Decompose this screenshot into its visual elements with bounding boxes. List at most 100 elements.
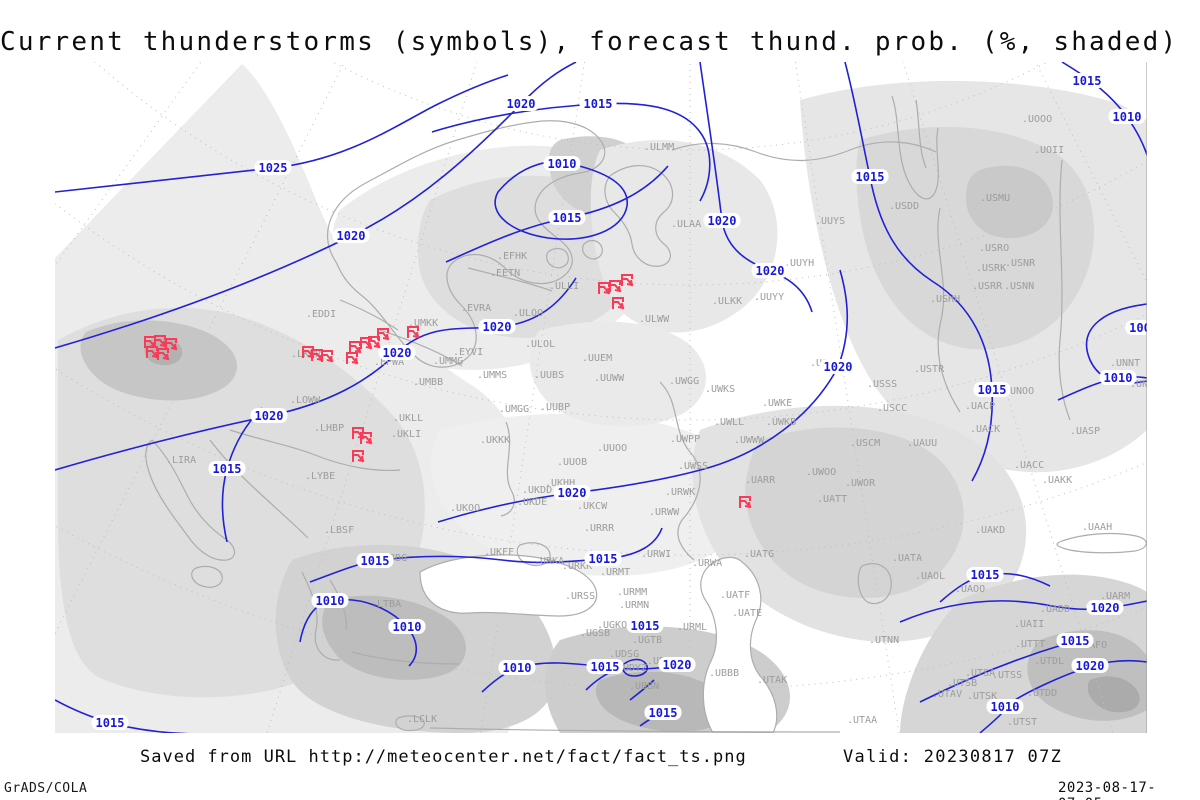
contour-label: 1015 xyxy=(579,96,617,111)
isobar-value-label: 1020 xyxy=(663,658,692,672)
station-label: .URML xyxy=(677,622,707,633)
contour-label: 1015 xyxy=(548,210,586,225)
contour-label-bg xyxy=(1099,370,1137,385)
isobar-value-label: 1015 xyxy=(649,706,678,720)
contour-label-bg xyxy=(356,553,394,568)
station-label: .USRO xyxy=(979,243,1009,254)
station-label: .UNNT xyxy=(1110,358,1140,369)
contour-label-bg xyxy=(586,659,624,674)
station-label: .UUOB xyxy=(557,457,587,468)
station-label: .UTAA xyxy=(847,715,877,726)
station-label: .UWOO xyxy=(806,467,836,478)
station-label: .UTDD xyxy=(1027,688,1057,699)
station-label: .UOII xyxy=(1034,145,1064,156)
contour-label-bg xyxy=(751,263,789,278)
station-label: .ULKK xyxy=(712,296,742,307)
station-label: .UUWW xyxy=(594,373,625,384)
station-label: .UOOO xyxy=(1022,114,1052,125)
station-label: .UMBB xyxy=(413,377,443,388)
contour-label-bg xyxy=(478,319,516,334)
station-label: .LHBP xyxy=(314,423,344,434)
isobar-value-label: 1010 xyxy=(393,620,422,634)
station-label: .UTDL xyxy=(1034,656,1064,667)
station-label: .UKCW xyxy=(577,501,608,512)
contour-labels-layer: 1025 1020 1020 1015 1010 1015 1020 1020 1015 1010… xyxy=(91,73,1147,730)
station-label: .UTSS xyxy=(992,670,1022,681)
station-label: .UBBB xyxy=(709,668,739,679)
station-label: .URWA xyxy=(692,558,722,569)
station-label: .ULLI xyxy=(549,281,579,292)
station-label: .UUBS xyxy=(534,370,564,381)
station-label: .EPWA xyxy=(374,357,404,368)
contour-label: 100 xyxy=(1125,320,1147,335)
contour-label-bg xyxy=(966,567,1004,582)
contour-label-bg xyxy=(311,593,349,608)
station-label: .EDDI xyxy=(306,309,336,320)
isobar-value-label: 1010 xyxy=(1113,110,1142,124)
station-label: .USRK xyxy=(976,263,1006,274)
contour-label-bg xyxy=(644,705,682,720)
isobar-value-label: 1015 xyxy=(856,170,885,184)
contour-label-bg xyxy=(1125,320,1147,335)
station-label: .USHH xyxy=(930,294,960,305)
station-label: .UTST xyxy=(1007,717,1037,728)
contour-label: 1015 xyxy=(91,715,129,730)
grads-cola-credit: GrADS/COLA xyxy=(4,781,88,796)
caption-saved-from-url: Saved from URL http://meteocenter.net/fa… xyxy=(140,747,747,767)
station-label: .UATE xyxy=(732,608,762,619)
contour-label: 1015 xyxy=(966,567,1004,582)
station-label: .URMT xyxy=(600,567,630,578)
station-label: .UAOO xyxy=(955,584,985,595)
station-label: .UATT xyxy=(817,494,847,505)
station-label: .UKKK xyxy=(480,435,510,446)
station-label: .UAFO xyxy=(1077,640,1107,651)
contour-label: 1015 xyxy=(851,169,889,184)
station-label: .USCM xyxy=(850,438,880,449)
isobar-value-label: 1015 xyxy=(589,552,618,566)
contour-label-bg xyxy=(332,228,370,243)
contour-label-bg xyxy=(1071,658,1109,673)
isobar-value-label: 1020 xyxy=(1076,659,1105,673)
contour-label-bg xyxy=(658,657,696,672)
station-label: .UAKK xyxy=(1042,475,1072,486)
station-label: .EETN xyxy=(490,268,520,279)
contour-label: 1025 xyxy=(254,160,292,175)
station-label: .URWI xyxy=(641,549,671,560)
station-label: .UKDD xyxy=(522,485,552,496)
contour-label: 1010 xyxy=(1108,109,1146,124)
station-label: .UMGG xyxy=(499,404,529,415)
isobar-value-label: 1015 xyxy=(978,383,1007,397)
station-label: .UKLL xyxy=(393,413,423,424)
contour-label: 1020 xyxy=(1086,600,1124,615)
station-label: .UWGG xyxy=(669,376,699,387)
station-label: .LKPR xyxy=(291,349,322,360)
contour-label: 1015 xyxy=(1056,633,1094,648)
isobar-value-label: 1020 xyxy=(383,346,412,360)
station-label: .UTAK xyxy=(757,675,787,686)
contour-label-bg xyxy=(543,156,581,171)
contour-label: 1010 xyxy=(986,699,1024,714)
contour-label: 1015 xyxy=(1068,73,1106,88)
isobar-value-label: 1010 xyxy=(548,157,577,171)
station-label: .URWW xyxy=(649,507,680,518)
station-label: .UGSB xyxy=(580,628,610,639)
station-label: .UAUU xyxy=(907,438,937,449)
station-label: .URSS xyxy=(565,591,595,602)
contour-label-bg xyxy=(254,160,292,175)
contour-label: 1015 xyxy=(586,659,624,674)
station-label: .UADD xyxy=(1040,604,1070,615)
station-label: .URKK xyxy=(562,561,592,572)
station-label: .UUYS xyxy=(815,216,845,227)
station-label: .UWKB xyxy=(766,417,796,428)
station-label: .UAOL xyxy=(915,571,945,582)
station-label: .UWKE xyxy=(762,398,792,409)
contour-label: 1020 xyxy=(1071,658,1109,673)
isobar-value-label: 1020 xyxy=(558,486,587,500)
station-label: .UATA xyxy=(892,553,922,564)
contour-label-bg xyxy=(1056,633,1094,648)
station-label: .ULOO xyxy=(513,308,543,319)
station-label: .UACP xyxy=(965,401,995,412)
station-label: .UUEM xyxy=(582,353,612,364)
station-label: .UAII xyxy=(1014,619,1044,630)
